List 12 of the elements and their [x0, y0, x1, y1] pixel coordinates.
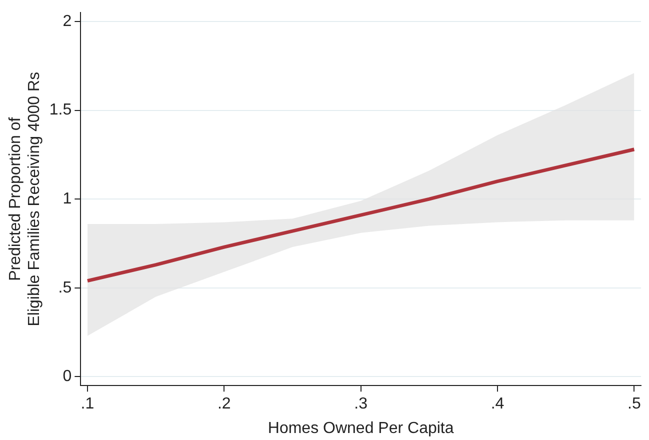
x-tick-label: .5 — [627, 396, 641, 413]
y-axis-title: Predicted Proportion of Eligible Families Receiving 4000 Rs — [7, 72, 44, 326]
y-tick-label: 0 — [62, 368, 72, 386]
x-tick-label: .2 — [217, 396, 231, 413]
y-tick-label: .5 — [58, 279, 72, 296]
y-tick-label: 1.5 — [49, 102, 72, 119]
x-tick-label: .3 — [354, 396, 368, 413]
x-tick-label: .1 — [80, 396, 94, 413]
x-axis-title: Homes Owned Per Capita — [268, 420, 454, 437]
y-tick-label: 1 — [62, 190, 72, 208]
y-tick-label: 2 — [62, 12, 72, 30]
x-tick-label: .4 — [490, 396, 504, 413]
